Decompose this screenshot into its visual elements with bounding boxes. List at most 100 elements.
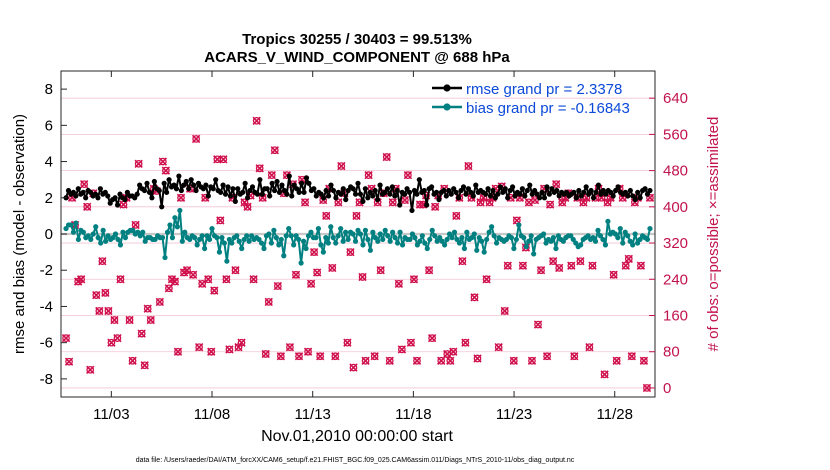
obs-possible-marker (113, 334, 122, 342)
bias-point (90, 231, 96, 237)
bias-point (70, 229, 77, 235)
bias-point (409, 231, 416, 237)
obs-possible-marker (231, 266, 240, 275)
obs-assimilated-marker (548, 257, 558, 266)
bias-point (335, 233, 341, 239)
obs-possible-marker (95, 307, 104, 315)
obs-possible-marker (322, 212, 331, 220)
rmse-point (178, 187, 184, 194)
bias-point (169, 235, 176, 241)
obs-possible-marker (110, 316, 119, 324)
rmse-point (443, 193, 449, 199)
obs-assimilated-marker (222, 275, 231, 284)
obs-assimilated-marker (270, 146, 279, 155)
bias-point (187, 236, 193, 243)
bias-point (234, 233, 240, 239)
obs-assimilated-marker (503, 261, 512, 270)
obs-possible-marker (482, 275, 491, 284)
obs-possible-marker (80, 180, 89, 189)
x-tick-label: 11/13 (294, 406, 330, 423)
obs-assimilated-marker (291, 270, 301, 279)
bias-point (117, 242, 124, 248)
bias-point (199, 233, 205, 239)
bias-point (246, 238, 252, 244)
rmse-point (576, 187, 582, 194)
rmse-point (286, 173, 292, 179)
bias-point (508, 235, 515, 241)
bias-point (486, 229, 492, 235)
bias-point (130, 227, 136, 233)
rmse-point (338, 191, 344, 197)
obs-assimilated-marker (555, 263, 564, 273)
rmse-point (144, 180, 150, 186)
bias-point (355, 227, 361, 233)
obs-possible-marker (310, 248, 318, 256)
bias-point (296, 236, 302, 243)
obs-possible-marker (500, 307, 509, 315)
rmse-point (80, 189, 86, 195)
obs-possible-marker (177, 193, 185, 202)
obs-assimilated-marker (306, 279, 316, 288)
bias-point (283, 233, 289, 239)
rmse-point (244, 195, 251, 201)
bias-point (333, 240, 339, 246)
bias-point (343, 229, 349, 235)
obs-assimilated-marker (80, 180, 89, 189)
rmse-point (289, 193, 295, 199)
bias-point (469, 235, 475, 241)
obs-assimilated-marker (449, 347, 458, 356)
y-right-tick-label: 640 (663, 90, 688, 107)
y-right-tick-label: 400 (663, 199, 688, 216)
obs-possible-marker (267, 171, 276, 179)
obs-assimilated-marker (188, 270, 198, 279)
obs-assimilated-marker (385, 356, 394, 365)
obs-possible-marker (461, 338, 470, 347)
obs-possible-marker (192, 135, 200, 143)
obs-possible-marker (627, 352, 636, 361)
bias-point (513, 236, 519, 243)
y-left-tick-label: 8 (45, 81, 53, 98)
y-right-tick-label: 80 (663, 344, 680, 361)
obs-assimilated-marker (155, 297, 164, 307)
obs-possible-marker (171, 277, 179, 286)
obs-possible-marker (261, 350, 270, 358)
obs-possible-marker (301, 198, 309, 207)
rmse-point (173, 186, 180, 192)
bias-point (159, 235, 166, 241)
rmse-point (485, 186, 491, 192)
obs-possible-marker (292, 270, 300, 279)
rmse-point (203, 182, 209, 188)
obs-assimilated-marker (128, 356, 137, 365)
obs-possible-marker (537, 266, 545, 275)
rmse-point (642, 186, 648, 192)
obs-possible-marker (316, 352, 325, 361)
obs-possible-marker (183, 266, 191, 275)
obs-assimilated-marker (316, 352, 325, 361)
rmse-point (83, 195, 89, 201)
y-right-tick-label: 560 (663, 126, 688, 143)
bias-point (570, 236, 576, 243)
obs-assimilated-marker (137, 329, 146, 338)
obs-possible-marker (431, 202, 440, 211)
rmse-point (627, 187, 633, 194)
obs-assimilated-marker (388, 198, 397, 207)
bias-point (526, 238, 532, 244)
obs-assimilated-marker (101, 288, 110, 298)
rmse-point (242, 180, 248, 186)
obs-possible-marker (219, 155, 228, 164)
bias-point (550, 235, 557, 241)
bias-point (397, 229, 403, 235)
rmse-point (421, 187, 427, 194)
bias-point (417, 238, 423, 244)
bias-point (308, 229, 314, 235)
bias-point (197, 236, 203, 243)
obs-assimilated-marker (119, 200, 128, 209)
obs-assimilated-marker (231, 266, 240, 275)
obs-possible-marker (640, 356, 648, 365)
obs-assimilated-marker (558, 198, 567, 207)
bias-point (399, 242, 406, 248)
obs-possible-marker (346, 248, 355, 256)
obs-possible-marker (337, 162, 346, 170)
rmse-point (112, 195, 118, 201)
obs-assimilated-marker (409, 275, 419, 284)
